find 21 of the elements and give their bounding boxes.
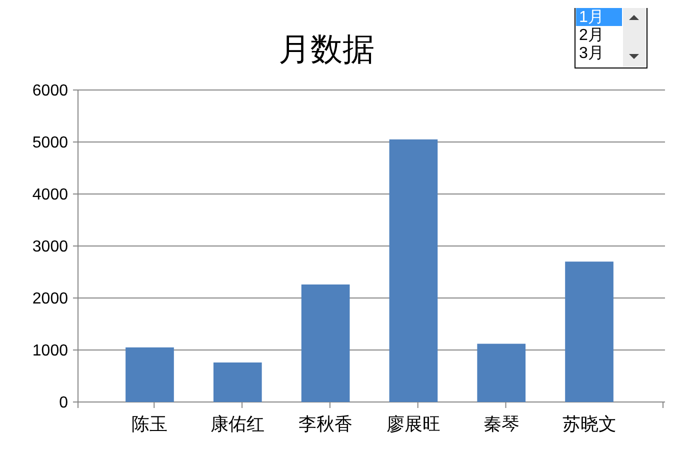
bar <box>389 139 438 402</box>
y-tick-label: 1000 <box>32 342 68 360</box>
y-tick-label: 4000 <box>32 186 68 204</box>
x-tick-label: 李秋香 <box>298 414 353 434</box>
x-tick-label: 康佑红 <box>210 414 265 434</box>
chart-title: 月数据 <box>278 30 374 68</box>
bar <box>126 347 174 402</box>
y-tick-label: 0 <box>59 394 68 412</box>
bar <box>213 362 262 402</box>
x-tick-label: 苏晓文 <box>562 414 616 434</box>
bar <box>477 344 526 402</box>
y-tick-label: 3000 <box>32 238 68 256</box>
x-tick-label: 廖展旺 <box>386 414 440 434</box>
bar <box>301 284 350 402</box>
x-tick-label: 秦琴 <box>483 414 520 434</box>
x-tick-label: 陈玉 <box>132 414 168 434</box>
y-tick-label: 5000 <box>32 134 68 152</box>
listbox: 1月 2月 3月 <box>574 8 648 68</box>
y-tick-label: 6000 <box>32 82 68 100</box>
y-tick-label: 2000 <box>32 290 68 308</box>
bar <box>565 262 614 402</box>
